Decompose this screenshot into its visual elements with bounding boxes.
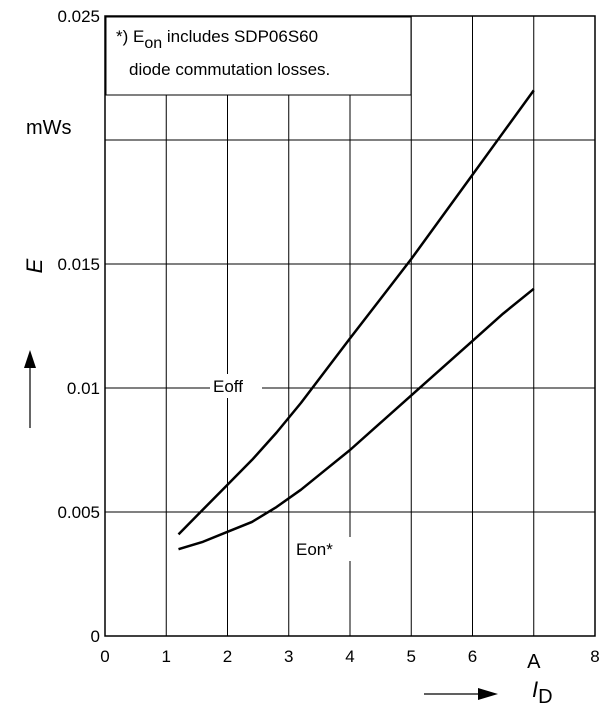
y-axis-label: E <box>22 258 47 273</box>
x-unit-label: A <box>527 651 541 673</box>
y-tick-labels: 0 0.005 0.01 0.015 0.025 <box>57 7 100 646</box>
series-label-eoff-bg <box>210 374 262 398</box>
y-tick-label: 0.025 <box>57 7 100 26</box>
y-tick-label: 0 <box>91 627 100 646</box>
grid <box>105 16 595 636</box>
x-axis-label: ID <box>532 677 553 706</box>
x-axis-label-sub: D <box>538 686 552 706</box>
annotation-sub: on <box>144 35 162 52</box>
series-label-eon: Eon* <box>296 540 333 559</box>
y-tick-label: 0.005 <box>57 503 100 522</box>
x-axis-arrow-head <box>478 688 498 700</box>
series-line-eon <box>178 287 535 551</box>
series-label-eon-bg <box>292 537 352 561</box>
series-line-eoff <box>177 89 535 536</box>
annotation-prefix: *) E <box>116 27 144 46</box>
x-tick-label: 4 <box>345 647 354 666</box>
x-tick-label: 5 <box>407 647 416 666</box>
plot-frame <box>104 15 596 637</box>
y-tick-label: 0.015 <box>57 255 100 274</box>
annotation-box <box>105 16 412 96</box>
y-axis-arrow-head <box>24 350 36 368</box>
x-tick-label: 0 <box>100 647 109 666</box>
annotation-rest: includes SDP06S60 <box>162 27 318 46</box>
series-label-eoff: Eoff <box>213 377 243 396</box>
x-tick-label: 3 <box>284 647 293 666</box>
x-tick-label: 2 <box>223 647 232 666</box>
x-tick-label: 6 <box>468 647 477 666</box>
y-unit-label: mWs <box>26 117 72 139</box>
x-tick-label: 1 <box>162 647 171 666</box>
annotation-line-2: diode commutation losses. <box>129 60 330 79</box>
x-tick-labels: 0 1 2 3 4 5 6 A 8 <box>100 647 599 673</box>
x-tick-label: 8 <box>590 647 599 666</box>
annotation-line-1: *) Eon includes SDP06S60 <box>116 27 318 52</box>
series-lines: Eoff Eon* <box>177 89 535 561</box>
y-tick-label: 0.01 <box>67 379 100 398</box>
